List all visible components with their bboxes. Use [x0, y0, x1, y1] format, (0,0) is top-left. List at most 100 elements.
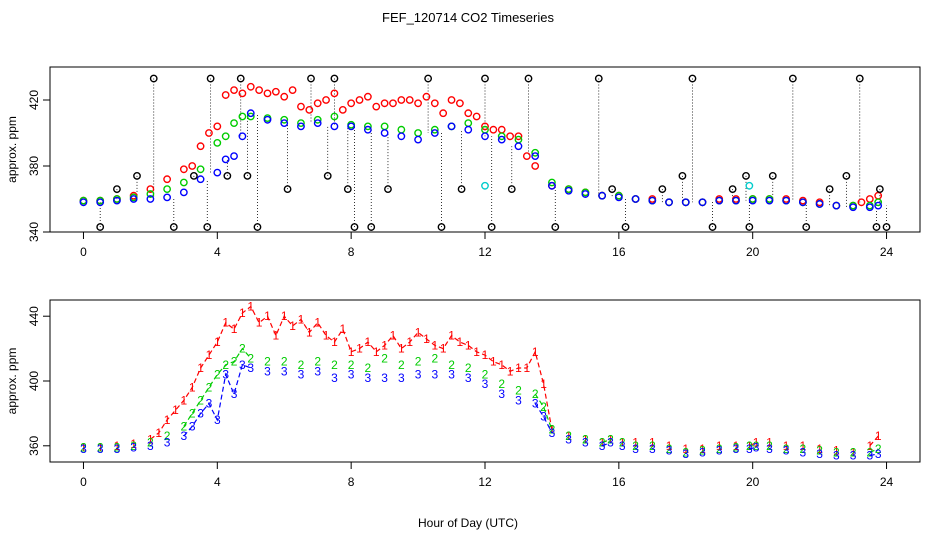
data-point-red — [255, 86, 264, 95]
series-marker-2: 2 — [565, 429, 572, 443]
x-axis-label: Hour of Day (UTC) — [418, 516, 518, 530]
data-point-blue — [481, 132, 489, 141]
series-marker-2: 2 — [239, 342, 246, 356]
series-marker-1: 1 — [507, 364, 514, 378]
series-marker-3: 3 — [716, 444, 723, 458]
series-marker-1: 1 — [540, 377, 547, 391]
series-marker-2: 2 — [816, 444, 823, 458]
series-marker-1: 1 — [339, 322, 346, 336]
data-point-red — [230, 86, 238, 95]
data-point-red — [213, 122, 222, 131]
data-point-red — [481, 122, 489, 131]
data-point-blue — [297, 122, 305, 131]
data-point-black — [745, 223, 754, 231]
data-point-blue — [732, 196, 740, 205]
series-marker-1: 1 — [197, 361, 204, 375]
data-point-green — [497, 132, 506, 141]
data-point-black — [206, 74, 215, 83]
x-tick-label: 8 — [348, 245, 355, 259]
series-marker-1: 1 — [181, 393, 188, 407]
series-marker-2: 2 — [448, 358, 455, 372]
series-marker-1: 1 — [289, 319, 296, 333]
data-point-green — [146, 190, 155, 198]
series-marker-3: 3 — [833, 449, 840, 463]
series-marker-1: 1 — [147, 432, 154, 446]
data-point-blue — [782, 196, 791, 205]
data-point-black — [742, 171, 750, 180]
data-point-black — [384, 185, 392, 194]
series-marker-3: 3 — [247, 361, 254, 375]
data-point-red — [514, 132, 523, 141]
series-marker-2: 2 — [746, 439, 753, 453]
series-marker-1: 1 — [381, 338, 388, 352]
series-marker-3: 3 — [549, 426, 556, 440]
data-point-green — [238, 112, 247, 121]
x-tick-label: 24 — [880, 475, 894, 489]
data-point-black — [243, 171, 252, 180]
series-marker-3: 3 — [398, 371, 405, 385]
data-point-red — [380, 99, 389, 108]
data-point-blue — [230, 152, 238, 161]
series-marker-3: 3 — [632, 442, 639, 456]
series-marker-3: 3 — [97, 442, 104, 456]
data-point-red — [330, 89, 339, 98]
data-point-black — [113, 185, 121, 194]
series-marker-2: 2 — [465, 361, 472, 375]
series-marker-1: 1 — [473, 345, 480, 359]
series-marker-1: 1 — [256, 316, 263, 330]
data-point-red — [874, 191, 883, 200]
series-marker-3: 3 — [298, 368, 305, 382]
x-tick-label: 0 — [80, 475, 87, 489]
series-marker-1: 1 — [682, 442, 689, 456]
series-marker-3: 3 — [114, 442, 121, 456]
series-marker-1: 1 — [172, 403, 179, 417]
data-point-red — [205, 129, 213, 137]
data-point-black — [842, 171, 851, 180]
series-marker-2: 2 — [632, 439, 639, 453]
series-marker-2: 2 — [114, 440, 121, 454]
y-tick-label: 380 — [27, 156, 41, 176]
y-axis-label: approx. ppm — [5, 116, 19, 183]
series-marker-3: 3 — [130, 440, 137, 454]
data-point-black — [487, 223, 496, 231]
series-marker-3: 3 — [875, 447, 882, 461]
data-point-blue — [464, 125, 473, 134]
series-line-2 — [183, 347, 879, 453]
data-point-blue — [179, 188, 188, 197]
series-marker-1: 1 — [498, 358, 505, 372]
series-marker-1: 1 — [649, 436, 656, 450]
series-marker-1: 1 — [365, 335, 372, 349]
series-marker-1: 1 — [189, 380, 196, 394]
data-point-black — [367, 223, 376, 231]
series-marker-2: 2 — [214, 368, 221, 382]
series-marker-1: 1 — [666, 439, 673, 453]
series-marker-3: 3 — [206, 397, 213, 411]
series-marker-3: 3 — [189, 419, 196, 433]
series-marker-1: 1 — [390, 329, 397, 343]
data-point-black — [608, 185, 617, 194]
series-marker-3: 3 — [448, 368, 455, 382]
data-point-red — [163, 175, 172, 184]
data-point-blue — [832, 201, 841, 210]
series-marker-3: 3 — [181, 429, 188, 443]
data-point-green — [246, 112, 255, 121]
series-marker-3: 3 — [331, 371, 338, 385]
series-marker-2: 2 — [582, 432, 589, 446]
series-marker-3: 3 — [348, 368, 355, 382]
series-marker-2: 2 — [783, 442, 790, 456]
series-line-3 — [183, 364, 879, 457]
x-tick-label: 16 — [612, 245, 626, 259]
series-marker-3: 3 — [80, 442, 87, 456]
data-point-black — [524, 74, 533, 83]
data-point-green — [179, 178, 188, 187]
series-marker-1: 1 — [231, 322, 238, 336]
data-point-blue — [113, 196, 121, 205]
data-point-black — [768, 171, 777, 180]
series-marker-2: 2 — [281, 355, 288, 369]
data-point-blue — [79, 198, 88, 207]
series-marker-2: 2 — [206, 380, 213, 394]
chart-title: FEF_120714 CO2 Timeseries — [382, 10, 554, 25]
series-marker-1: 1 — [80, 440, 87, 454]
series-marker-2: 2 — [80, 440, 87, 454]
series-marker-3: 3 — [599, 439, 606, 453]
